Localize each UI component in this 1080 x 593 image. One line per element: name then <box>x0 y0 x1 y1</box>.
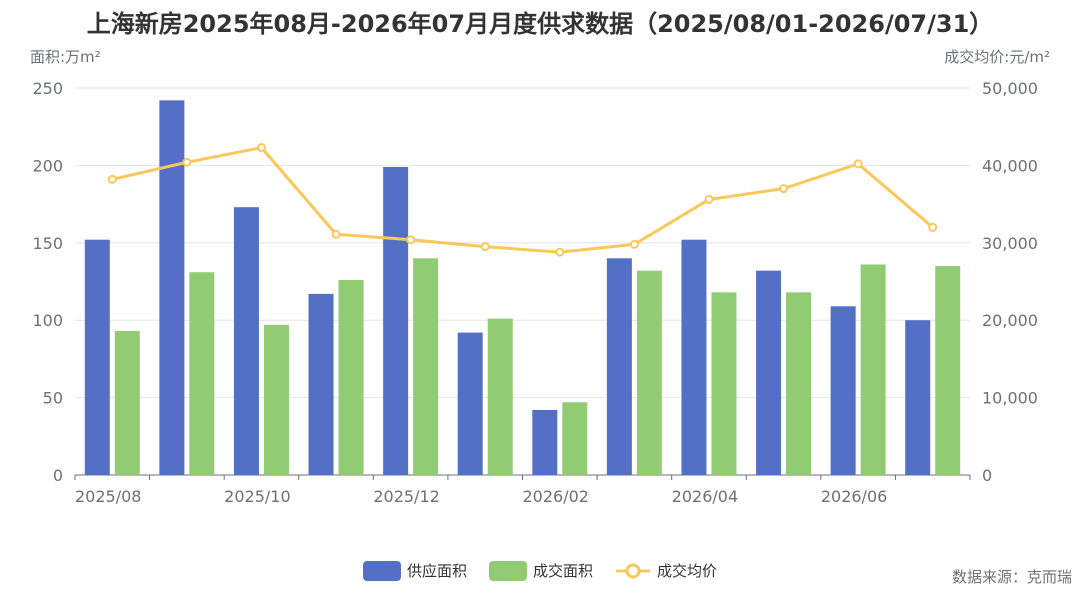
bar-deal <box>263 324 289 475</box>
y-right-tick-label: 40,000 <box>982 156 1038 175</box>
bar-deal <box>487 318 513 475</box>
left-axis-label: 面积:万m² <box>30 48 101 66</box>
x-tick-label: 2025/08 <box>75 487 141 506</box>
y-left-tick-label: 50 <box>43 389 63 408</box>
bar-deal <box>711 292 737 475</box>
price-point <box>480 242 490 252</box>
bar-supply <box>756 270 782 475</box>
bar-deal <box>636 270 662 475</box>
x-tick-label: 2026/04 <box>672 487 738 506</box>
bar-deal <box>114 331 140 475</box>
bar-supply <box>84 239 110 475</box>
legend: 供应面积 成交面积 成交均价 <box>0 560 1080 581</box>
price-line <box>111 146 934 254</box>
price-point <box>107 174 117 184</box>
legend-item-price[interactable]: 成交均价 <box>615 560 717 581</box>
price-line-swatch <box>616 563 650 578</box>
legend-label-supply: 供应面积 <box>406 562 467 580</box>
price-point <box>256 143 266 153</box>
deal-swatch <box>488 560 527 581</box>
data-source: 数据来源：克而瑞 <box>951 568 1072 586</box>
y-right-tick-label: 50,000 <box>982 79 1038 98</box>
x-tick-label: 2026/02 <box>523 487 589 506</box>
price-point <box>182 157 192 167</box>
bar-deal <box>860 264 886 475</box>
right-axis-label: 成交均价:元/m² <box>944 48 1050 66</box>
chart-title: 上海新房2025年08月-2026年07月月度供求数据（2025/08/01-2… <box>86 10 994 38</box>
legend-item-deal[interactable]: 成交面积 <box>488 560 593 581</box>
bar-supply <box>606 258 632 475</box>
bar-deal <box>189 272 215 475</box>
x-tick-label: 2025/12 <box>373 487 439 506</box>
y-left-tick-label: 0 <box>53 466 63 485</box>
legend-label-deal: 成交面积 <box>532 562 593 580</box>
price-point <box>704 194 714 204</box>
bar-supply <box>830 306 856 475</box>
bar-supply <box>457 332 483 475</box>
bar-deal <box>338 279 364 475</box>
y-left-tick-label: 250 <box>32 79 63 98</box>
y-left-tick-label: 150 <box>32 234 63 253</box>
supply-swatch <box>362 560 401 581</box>
price-point <box>555 247 565 257</box>
bar-supply <box>681 239 707 475</box>
price-point <box>928 222 938 232</box>
y-right-tick-label: 20,000 <box>982 311 1038 330</box>
bar-deal <box>413 258 439 475</box>
price-point <box>853 159 863 169</box>
bar-supply <box>159 100 185 475</box>
legend-item-supply[interactable]: 供应面积 <box>362 560 467 581</box>
y-right-tick-label: 30,000 <box>982 234 1038 253</box>
y-left-tick-label: 200 <box>32 156 63 175</box>
y-right-tick-label: 0 <box>982 466 992 485</box>
price-point <box>406 235 416 245</box>
bar-deal <box>562 402 588 475</box>
y-left-tick-label: 100 <box>32 311 63 330</box>
x-tick-label: 2025/10 <box>224 487 290 506</box>
legend-label-price: 成交均价 <box>657 562 718 580</box>
x-tick-label: 2026/06 <box>821 487 887 506</box>
bar-supply <box>383 166 409 475</box>
bar-supply <box>308 293 334 475</box>
y-right-tick-label: 10,000 <box>982 389 1038 408</box>
price-point <box>629 239 639 249</box>
bar-supply <box>233 207 259 476</box>
bar-deal <box>935 266 961 475</box>
price-point <box>331 229 341 239</box>
bar-supply <box>905 320 931 475</box>
price-point <box>779 184 789 194</box>
bar-supply <box>532 409 558 475</box>
bar-deal <box>786 292 812 475</box>
